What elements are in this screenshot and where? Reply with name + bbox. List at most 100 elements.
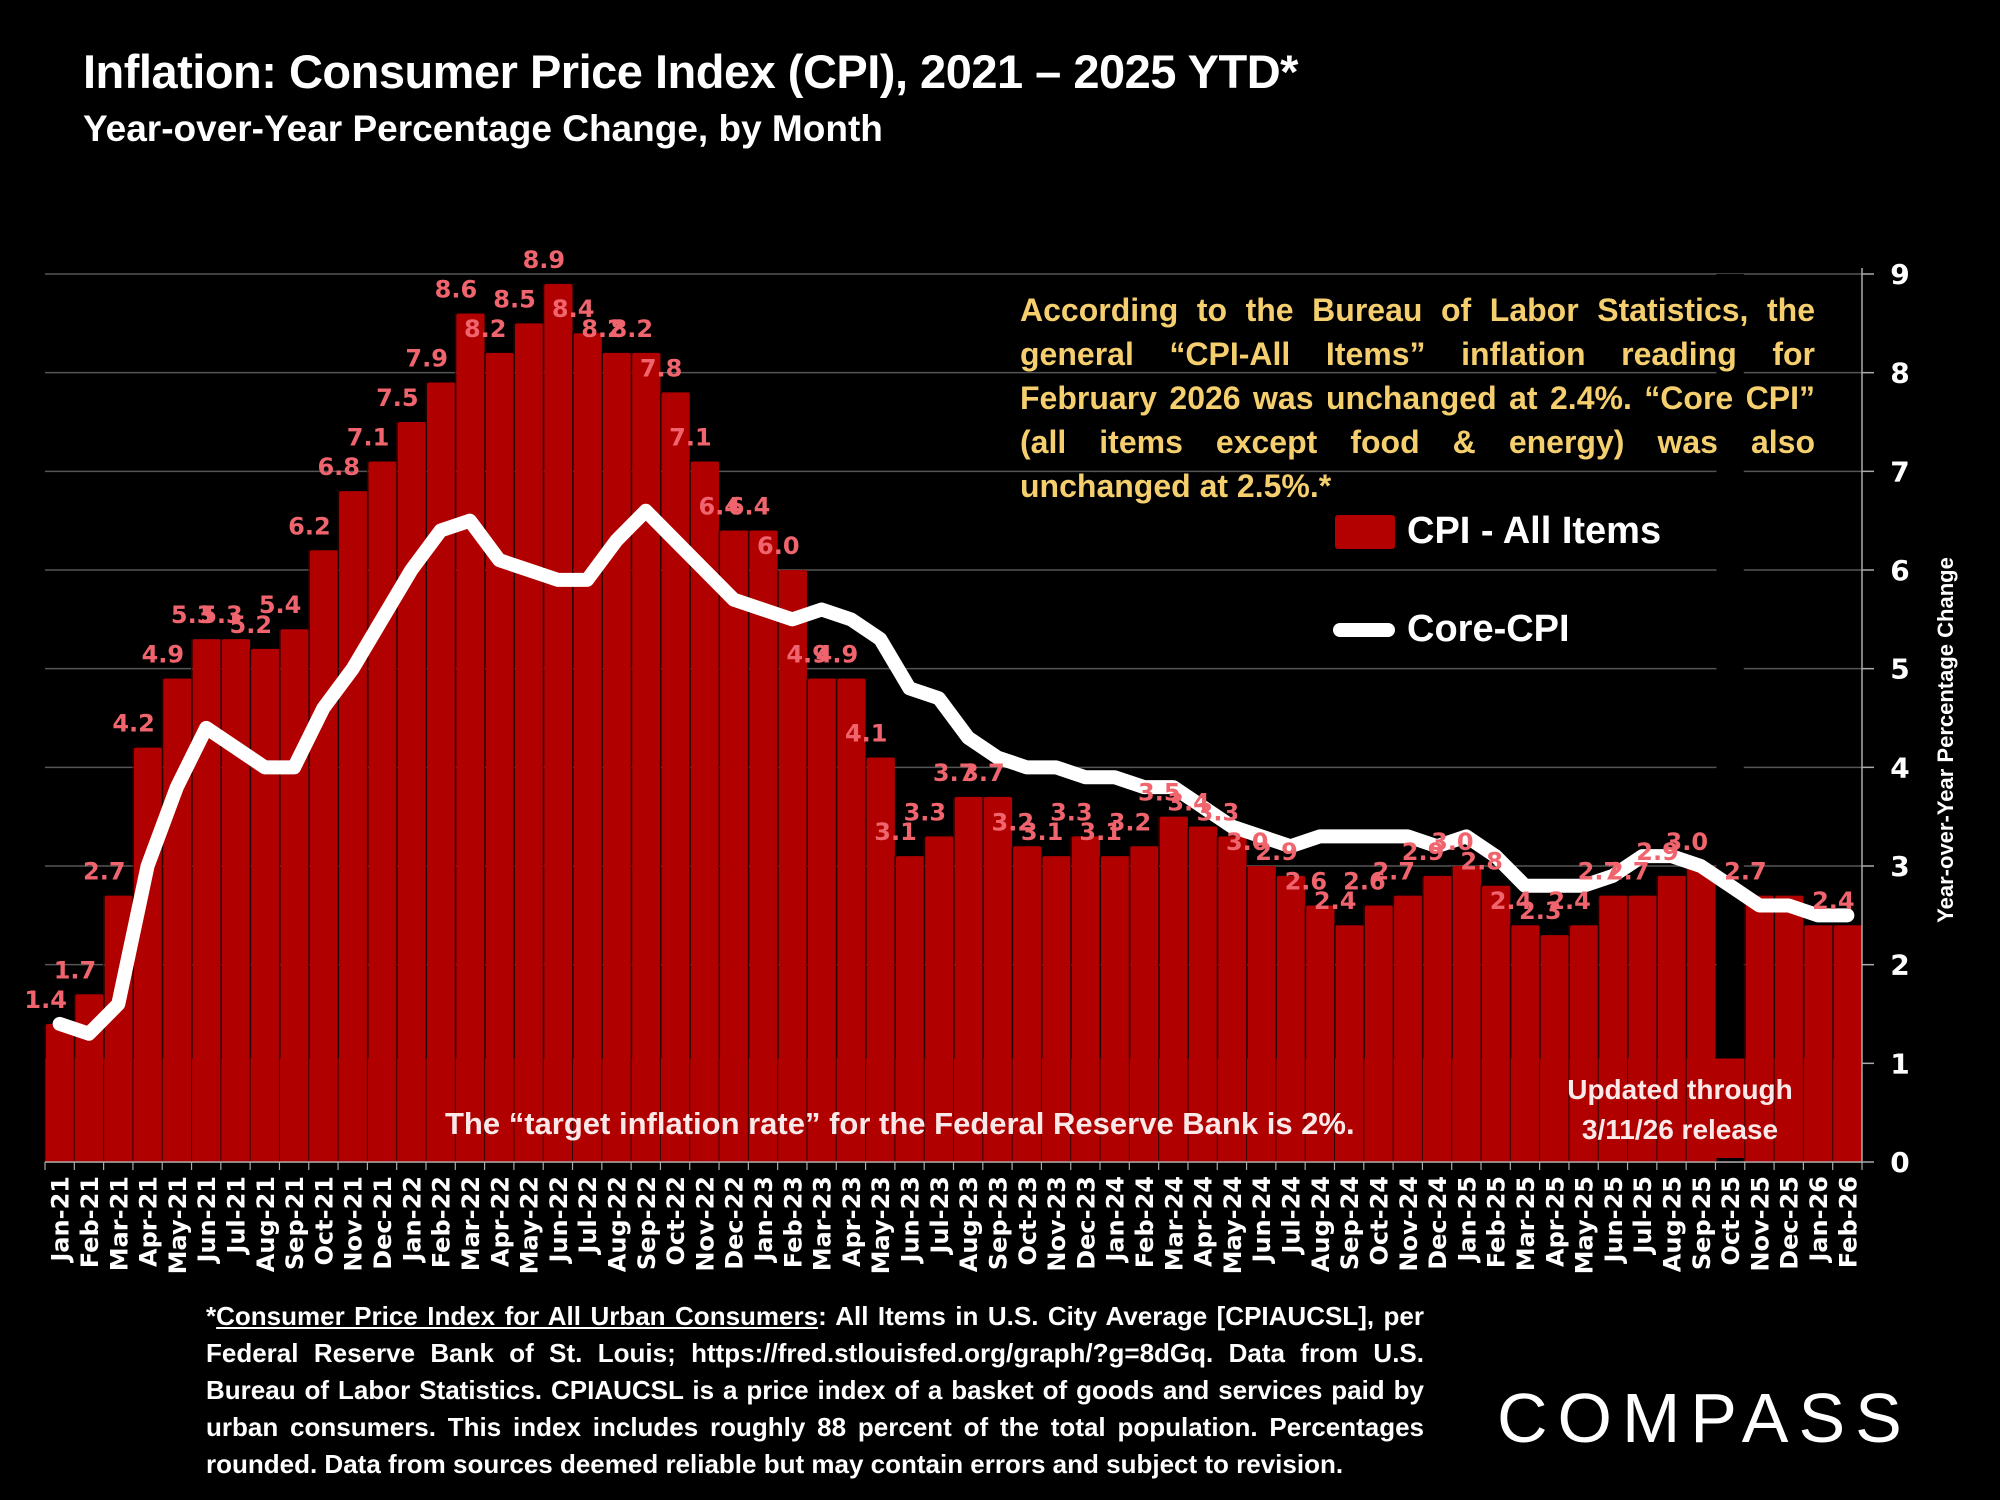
y-tick-label: 6 bbox=[1890, 554, 1909, 587]
core-cpi-point bbox=[1377, 835, 1380, 838]
cpi-bar bbox=[954, 796, 983, 1162]
bar-value-label: 3.0 bbox=[1431, 828, 1474, 856]
bar-value-label: 2.4 bbox=[1548, 887, 1591, 915]
bar-value-label: 3.7 bbox=[962, 759, 1005, 787]
cpi-bar bbox=[1687, 866, 1716, 1162]
core-cpi-point bbox=[967, 736, 970, 739]
bar-value-label: 8.4 bbox=[552, 295, 595, 323]
bar-value-label: 2.8 bbox=[1460, 848, 1503, 876]
core-cpi-point bbox=[1729, 884, 1732, 887]
cpi-bar bbox=[456, 313, 485, 1162]
bar-value-label: 8.6 bbox=[435, 275, 478, 303]
bar-value-label: 4.9 bbox=[142, 641, 185, 669]
cpi-bar bbox=[602, 352, 632, 1162]
core-cpi-point bbox=[410, 569, 413, 571]
x-tick-label: Aug-25 bbox=[1659, 1176, 1687, 1272]
x-tick-label: May-23 bbox=[867, 1176, 895, 1274]
x-tick-label: Mar-25 bbox=[1512, 1176, 1540, 1271]
footnote-source-link[interactable]: Consumer Price Index for All Urban Consu… bbox=[216, 1301, 819, 1331]
cpi-bar bbox=[221, 639, 251, 1162]
bar-value-label: 6.4 bbox=[728, 493, 771, 521]
legend-swatch-line-icon bbox=[1333, 622, 1395, 637]
x-tick-label: May-24 bbox=[1219, 1176, 1247, 1274]
x-tick-label: Sep-25 bbox=[1688, 1176, 1716, 1270]
cpi-bar bbox=[895, 856, 925, 1162]
bls-annotation: According to the Bureau of Labor Statist… bbox=[1020, 292, 1815, 504]
core-cpi-point bbox=[322, 707, 325, 710]
cpi-bar bbox=[1071, 836, 1101, 1162]
cpi-bar bbox=[544, 283, 573, 1162]
cpi-bar bbox=[632, 352, 661, 1162]
core-cpi-point bbox=[1055, 766, 1058, 769]
bar-value-label: 4.2 bbox=[112, 710, 155, 738]
bar-value-label: 8.9 bbox=[523, 246, 566, 274]
x-tick-label: Apr-23 bbox=[838, 1176, 866, 1267]
missing-bar-gap bbox=[1716, 274, 1744, 1059]
cpi-bar bbox=[1306, 905, 1335, 1162]
x-tick-label: Dec-25 bbox=[1776, 1176, 1804, 1270]
bar-value-label: 2.9 bbox=[1402, 838, 1445, 866]
core-cpi-point bbox=[1289, 845, 1292, 848]
bar-value-label: 7.9 bbox=[405, 345, 448, 373]
bar-value-label: 5.3 bbox=[200, 601, 243, 629]
core-cpi-point bbox=[644, 509, 647, 512]
bar-value-label: 4.9 bbox=[816, 641, 859, 669]
y-tick-label: 5 bbox=[1890, 653, 1909, 686]
cpi-bar bbox=[1364, 905, 1394, 1162]
x-tick-label: Oct-23 bbox=[1014, 1176, 1042, 1265]
core-cpi-point bbox=[820, 608, 823, 611]
x-tick-label: Jun-23 bbox=[897, 1176, 925, 1264]
core-cpi-point bbox=[175, 786, 178, 789]
bar-value-label: 2.4 bbox=[1812, 887, 1855, 915]
y-tick-label: 3 bbox=[1890, 850, 1909, 883]
cpi-bar bbox=[1745, 895, 1775, 1162]
x-tick-label: May-25 bbox=[1571, 1176, 1599, 1274]
core-cpi-point bbox=[879, 638, 882, 641]
y-tick-label: 4 bbox=[1890, 751, 1909, 784]
bar-value-label: 3.1 bbox=[874, 818, 917, 846]
bar-value-label: 6.2 bbox=[288, 512, 331, 540]
cpi-bar bbox=[983, 796, 1013, 1162]
bar-value-label: 6.0 bbox=[757, 532, 800, 560]
core-cpi-point bbox=[58, 1022, 61, 1025]
core-cpi-point bbox=[849, 618, 852, 621]
core-cpi-point bbox=[1523, 884, 1526, 887]
x-tick-label: Jul-24 bbox=[1278, 1176, 1306, 1256]
footnote-body: : All Items in U.S. City Average [CPIAUC… bbox=[206, 1301, 1424, 1479]
cpi-bar bbox=[1804, 925, 1833, 1162]
x-tick-label: Jan-26 bbox=[1805, 1176, 1833, 1264]
core-cpi-point bbox=[1025, 766, 1028, 769]
updated-through-annotation: Updated through 3/11/26 release bbox=[1525, 1070, 1835, 1150]
bar-value-label: 2.4 bbox=[1490, 887, 1533, 915]
core-cpi-point bbox=[1611, 874, 1614, 877]
cpi-bar bbox=[1775, 895, 1804, 1162]
core-cpi-point bbox=[1348, 835, 1351, 838]
bar-value-label: 2.7 bbox=[1607, 858, 1650, 886]
x-tick-label: Jul-23 bbox=[926, 1176, 954, 1256]
cpi-bar bbox=[837, 678, 866, 1162]
cpi-bar bbox=[1101, 856, 1130, 1162]
bar-value-label: 8.2 bbox=[581, 315, 624, 343]
core-cpi-point bbox=[468, 519, 471, 522]
chart-title: Inflation: Consumer Price Index (CPI), 2… bbox=[83, 45, 1298, 98]
bar-value-label: 7.5 bbox=[376, 384, 419, 412]
axes: 0 1 2 3 4 5 6 7 8 9 Jan-21 Feb-21 Mar-21 Apr-21 May-21… bbox=[44, 258, 1910, 1274]
x-tick-label: Feb-23 bbox=[779, 1176, 807, 1268]
core-cpi-point bbox=[1494, 855, 1497, 858]
cpi-bar bbox=[661, 392, 690, 1162]
cpi-bar bbox=[1159, 816, 1188, 1162]
core-cpi-point bbox=[1084, 776, 1087, 779]
x-tick-label: May-21 bbox=[164, 1176, 192, 1274]
footnote-asterisk: * bbox=[206, 1301, 217, 1331]
bar-value-label: 8.5 bbox=[493, 285, 536, 313]
cpi-bar bbox=[251, 648, 280, 1162]
bar-value-label: 3.3 bbox=[1050, 798, 1093, 826]
core-cpi-point bbox=[293, 766, 296, 769]
x-tick-label: Jan-24 bbox=[1102, 1176, 1130, 1264]
bar-value-label: 3.2 bbox=[992, 808, 1035, 836]
cpi-bar bbox=[339, 491, 368, 1163]
x-tick-label: Dec-21 bbox=[369, 1176, 397, 1270]
core-cpi-point bbox=[263, 766, 266, 769]
x-tick-label: Mar-24 bbox=[1160, 1176, 1188, 1271]
